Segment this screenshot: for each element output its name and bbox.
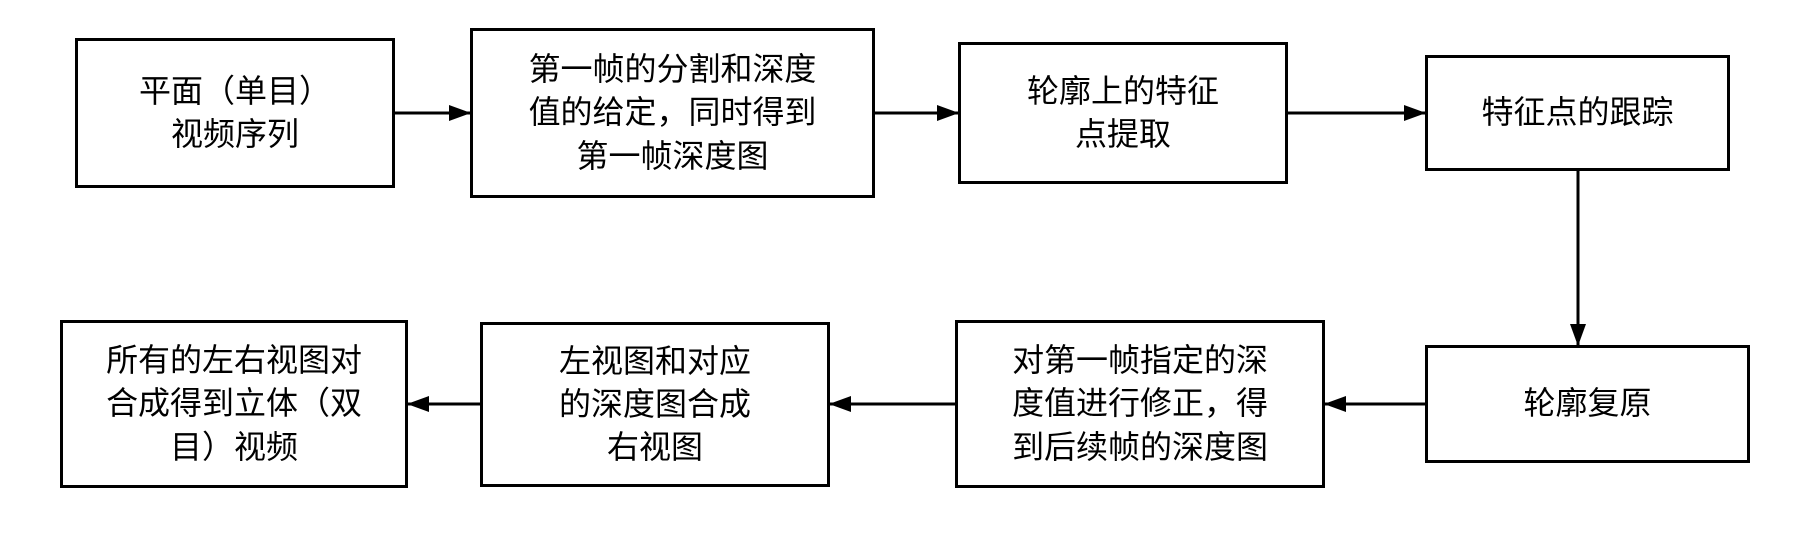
flow-node-n5: 轮廓复原	[1425, 345, 1750, 463]
flow-node-n7: 左视图和对应 的深度图合成 右视图	[480, 322, 830, 487]
flow-node-label: 轮廓复原	[1524, 382, 1652, 425]
flow-node-label: 所有的左右视图对 合成得到立体（双 目）视频	[106, 339, 362, 469]
flow-node-label: 左视图和对应 的深度图合成 右视图	[559, 340, 751, 470]
flow-node-n4: 特征点的跟踪	[1425, 55, 1730, 171]
flow-node-label: 特征点的跟踪	[1482, 91, 1674, 134]
flow-node-n1: 平面（单目） 视频序列	[75, 38, 395, 188]
flow-node-n8: 所有的左右视图对 合成得到立体（双 目）视频	[60, 320, 408, 488]
flow-node-n3: 轮廓上的特征 点提取	[958, 42, 1288, 184]
flow-node-label: 平面（单目） 视频序列	[139, 70, 331, 156]
flow-node-label: 轮廓上的特征 点提取	[1027, 70, 1219, 156]
flow-node-n6: 对第一帧指定的深 度值进行修正，得 到后续帧的深度图	[955, 320, 1325, 488]
flow-node-n2: 第一帧的分割和深度 值的给定，同时得到 第一帧深度图	[470, 28, 875, 198]
flowchart-canvas: 平面（单目） 视频序列 第一帧的分割和深度 值的给定，同时得到 第一帧深度图 轮廓上…	[0, 0, 1814, 552]
flow-node-label: 第一帧的分割和深度 值的给定，同时得到 第一帧深度图	[529, 48, 817, 178]
flow-node-label: 对第一帧指定的深 度值进行修正，得 到后续帧的深度图	[1012, 339, 1268, 469]
